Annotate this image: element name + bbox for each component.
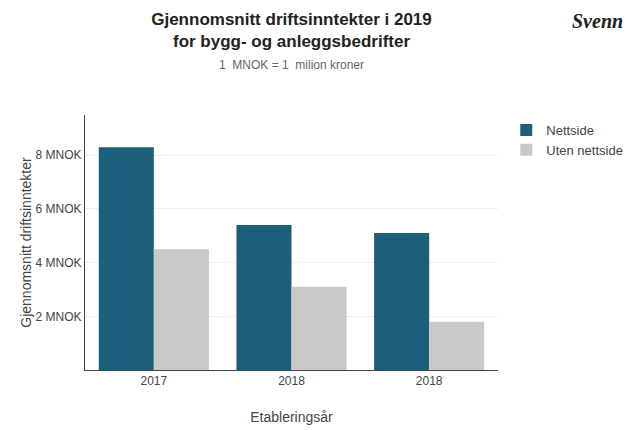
svg-text:4 MNOK: 4 MNOK xyxy=(36,256,82,270)
svg-text:Gjennomsnitt driftsinntekter: Gjennomsnitt driftsinntekter xyxy=(18,157,34,328)
svg-text:Nettside: Nettside xyxy=(546,123,594,138)
svg-text:8 MNOK: 8 MNOK xyxy=(36,148,82,162)
svg-text:2018: 2018 xyxy=(416,374,443,388)
svg-text:2 MNOK: 2 MNOK xyxy=(36,310,82,324)
svg-text:2017: 2017 xyxy=(140,374,167,388)
svg-text:Gjennomsnitt driftsinntekter i: Gjennomsnitt driftsinntekter i 2019for b… xyxy=(151,10,432,72)
svg-text:6 MNOK: 6 MNOK xyxy=(36,202,82,216)
svg-text:Svenn: Svenn xyxy=(572,10,623,32)
svg-text:Etableringsår: Etableringsår xyxy=(250,409,333,425)
svg-text:2018: 2018 xyxy=(278,374,305,388)
svg-text:Uten nettside: Uten nettside xyxy=(546,143,623,158)
